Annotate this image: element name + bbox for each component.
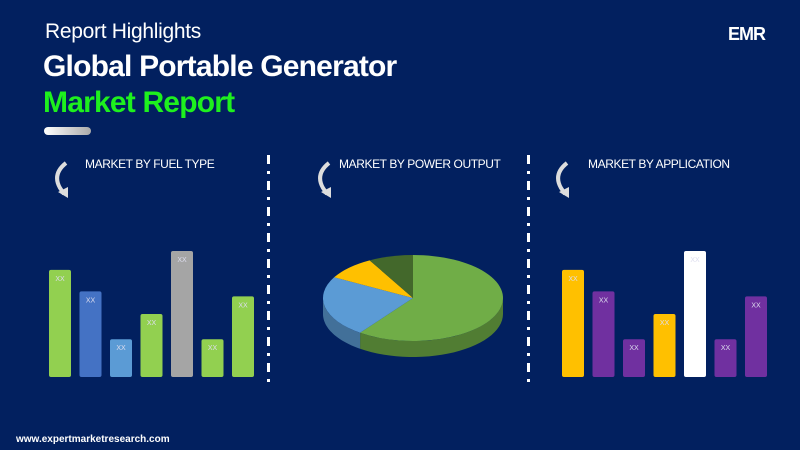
bar (714, 339, 737, 377)
section-title-application: MARKET BY APPLICATION (588, 157, 730, 171)
bar-data-label: XX (116, 345, 126, 352)
pie-slice (360, 255, 503, 341)
decorative-pill (44, 127, 91, 135)
pie-slice (334, 260, 413, 298)
bar-data-label: XX (568, 276, 578, 283)
bar-data-label: XX (690, 257, 700, 264)
bar-data-label: XX (751, 302, 761, 309)
website-url: www.expertmarketresearch.com (16, 434, 170, 445)
bar-data-label: XX (660, 320, 670, 327)
pie-slice (369, 255, 413, 298)
bar-data-label: XX (208, 345, 218, 352)
bar (653, 314, 676, 377)
section-title-fuel-type: MARKET BY FUEL TYPE (85, 157, 215, 171)
bar (592, 291, 615, 377)
bar-data-label: XX (55, 276, 65, 283)
bar (49, 269, 71, 377)
curved-arrow-icon (55, 161, 68, 198)
bar-data-label: XX (238, 302, 248, 309)
emr-logo: EMR (728, 24, 766, 44)
pie-slice-side (323, 298, 361, 349)
bar (201, 339, 224, 377)
pie-slice-side (360, 298, 503, 357)
section-divider (527, 155, 530, 383)
bar-data-label: XX (629, 345, 639, 352)
bar-data-label: XX (721, 345, 731, 352)
bar (171, 251, 193, 377)
bar-data-label: XX (86, 297, 96, 304)
section-title-power-output: MARKET BY POWER OUTPUT (339, 157, 501, 171)
bar (79, 291, 102, 377)
pie-slice (323, 277, 413, 333)
bar-data-label: XX (177, 257, 187, 264)
bar (562, 269, 584, 377)
bar (684, 251, 706, 377)
curved-arrow-icon (318, 161, 331, 198)
report-subtitle: Report Highlights (45, 20, 201, 43)
bar (232, 296, 254, 377)
bar (623, 339, 645, 377)
bar (140, 314, 163, 377)
report-title-line1: Global Portable Generator (43, 50, 397, 83)
section-divider (267, 155, 270, 383)
bar (745, 296, 767, 377)
bar (110, 339, 132, 377)
bar-data-label: XX (599, 297, 609, 304)
bar-data-label: XX (147, 320, 157, 327)
report-title-line2: Market Report (43, 86, 235, 119)
curved-arrow-icon (556, 161, 569, 198)
